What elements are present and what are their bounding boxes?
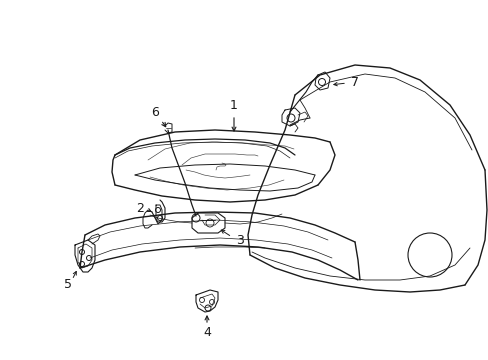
Text: 4: 4 [203, 325, 210, 338]
Text: 7: 7 [350, 76, 358, 89]
Text: 1: 1 [229, 99, 238, 112]
Text: 3: 3 [236, 234, 244, 247]
Text: 2: 2 [136, 202, 143, 215]
Text: 6: 6 [151, 105, 159, 118]
Text: 5: 5 [64, 279, 72, 292]
